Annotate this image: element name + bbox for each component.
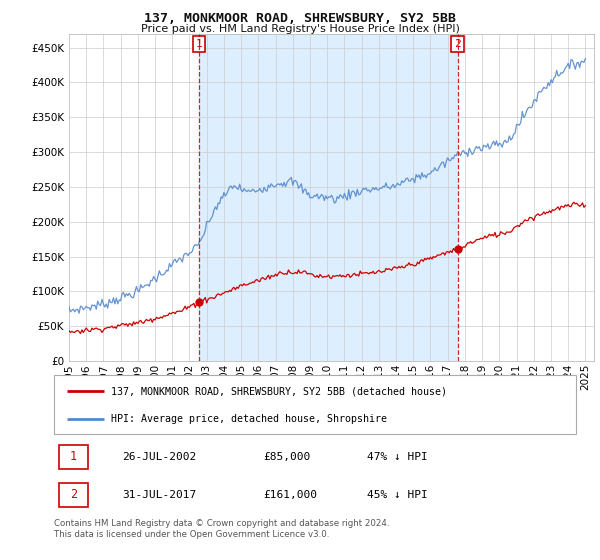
Text: 1: 1 bbox=[196, 39, 203, 49]
Text: 137, MONKMOOR ROAD, SHREWSBURY, SY2 5BB: 137, MONKMOOR ROAD, SHREWSBURY, SY2 5BB bbox=[144, 12, 456, 25]
Text: Price paid vs. HM Land Registry's House Price Index (HPI): Price paid vs. HM Land Registry's House … bbox=[140, 24, 460, 34]
Text: 1: 1 bbox=[70, 450, 77, 464]
Bar bbox=[199, 34, 457, 361]
Text: 26-JUL-2002: 26-JUL-2002 bbox=[122, 452, 196, 462]
Text: 45% ↓ HPI: 45% ↓ HPI bbox=[367, 490, 428, 500]
Text: 2: 2 bbox=[454, 39, 461, 49]
FancyBboxPatch shape bbox=[54, 375, 576, 434]
Text: 2: 2 bbox=[70, 488, 77, 501]
Text: Contains HM Land Registry data © Crown copyright and database right 2024.
This d: Contains HM Land Registry data © Crown c… bbox=[54, 519, 389, 539]
Text: £85,000: £85,000 bbox=[263, 452, 310, 462]
Text: 137, MONKMOOR ROAD, SHREWSBURY, SY2 5BB (detached house): 137, MONKMOOR ROAD, SHREWSBURY, SY2 5BB … bbox=[112, 386, 448, 396]
Text: 31-JUL-2017: 31-JUL-2017 bbox=[122, 490, 196, 500]
Text: 47% ↓ HPI: 47% ↓ HPI bbox=[367, 452, 428, 462]
FancyBboxPatch shape bbox=[59, 483, 88, 507]
Text: £161,000: £161,000 bbox=[263, 490, 317, 500]
FancyBboxPatch shape bbox=[59, 445, 88, 469]
Text: HPI: Average price, detached house, Shropshire: HPI: Average price, detached house, Shro… bbox=[112, 414, 388, 424]
